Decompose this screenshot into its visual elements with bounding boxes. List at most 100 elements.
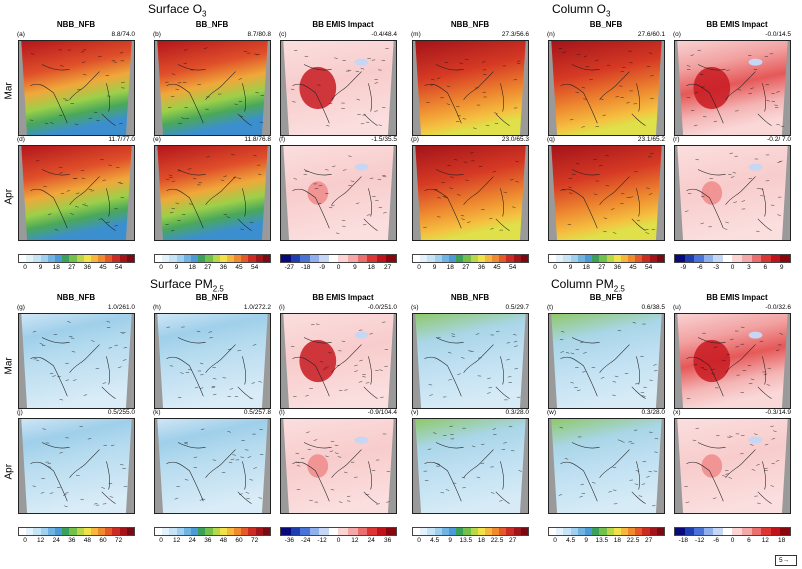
panel-letter: (s) — [411, 304, 419, 311]
panel-stat: -0.3/14.9 — [765, 409, 791, 416]
map-panel — [280, 418, 397, 514]
colorbar-swatch — [183, 528, 191, 535]
map-panel — [674, 40, 791, 136]
colorbar-swatch — [470, 255, 478, 262]
panel-letter: (t) — [547, 304, 554, 311]
colorbar-swatch — [319, 255, 329, 262]
colorbar-swatch — [226, 528, 235, 535]
colorbar-tick-label: 48 — [219, 537, 228, 544]
colorbar-swatch — [126, 528, 134, 535]
panel-stat: 0.5/257.8 — [243, 409, 271, 416]
colorbar-swatch — [290, 528, 301, 535]
colorbar-tick-label: 45 — [629, 264, 637, 271]
colorbar-tick-label: 45 — [493, 264, 501, 271]
col-title-bb-nfb: BB_NFB — [589, 20, 623, 29]
colorbar-swatch — [328, 528, 339, 535]
colorbar-swatch — [684, 528, 695, 535]
colorbar-swatch — [76, 255, 84, 262]
colorbar-swatch — [119, 528, 127, 535]
colorbar-ticks: 0 12 24 36 48 60 72 — [154, 537, 271, 545]
colorbar-tick-label: 36 — [204, 537, 212, 544]
col-title-bb-emis-impact: BB EMIS Impact — [312, 293, 374, 302]
panel-letter: (u) — [673, 304, 681, 311]
colorbar-swatch — [40, 255, 48, 262]
colorbar-swatch — [255, 528, 263, 535]
colorbar — [280, 254, 397, 263]
colorbar-tick-label: 12 — [761, 537, 769, 544]
section-title-surface-o3: Surface O3 — [148, 2, 207, 19]
colorbar-swatch — [19, 255, 27, 262]
colorbar-ticks: 0 9 18 27 36 45 54 — [18, 264, 135, 272]
colorbar-swatch — [62, 528, 70, 535]
colorbar — [548, 254, 665, 263]
colorbar-swatch — [376, 255, 387, 262]
colorbar-swatch — [563, 528, 571, 535]
colorbar-swatch — [338, 528, 349, 535]
colorbar-tick-label: 18 — [477, 537, 486, 544]
colorbar-swatch — [484, 255, 493, 262]
colorbar-tick-label: 0 — [417, 264, 421, 271]
colorbar-swatch — [577, 528, 585, 535]
colorbar-tick-label: -18 — [301, 264, 311, 271]
colorbar-ticks: -36 -24 -12 0 12 24 36 — [280, 537, 397, 545]
colorbar-swatch — [549, 255, 557, 262]
colorbar-tick-label: 48 — [83, 537, 92, 544]
map-panel — [18, 40, 135, 136]
colorbar-tick-label: 9 — [584, 537, 589, 544]
colorbar-tick-label: 6 — [763, 264, 768, 271]
colorbar-swatch — [205, 255, 213, 262]
colorbar-swatch — [33, 528, 41, 535]
colorbar-swatch — [732, 255, 743, 262]
colorbar-swatch — [83, 528, 91, 535]
colorbar-tick-label: 0 — [159, 537, 163, 544]
colorbar-tick-label: 0 — [336, 537, 341, 544]
colorbar-tick-label: 24 — [367, 537, 375, 544]
panel-stat: 0.5/255.0 — [107, 409, 135, 416]
colorbar-tick-label: 36 — [83, 264, 92, 271]
colorbar-swatch — [635, 528, 643, 535]
map-panel — [154, 418, 271, 514]
panel-stat: -0.0/14.5 — [765, 31, 791, 38]
colorbar-tick-label: 12 — [351, 537, 359, 544]
colorbar-swatch — [112, 255, 120, 262]
colorbar-tick-label: 9 — [353, 264, 357, 271]
colorbar — [18, 527, 135, 536]
colorbar-swatch — [492, 528, 500, 535]
colorbar-swatch — [456, 528, 464, 535]
colorbar-swatch — [761, 528, 771, 535]
map-panel — [18, 313, 135, 409]
colorbar-swatch — [513, 255, 521, 262]
panel-letter: (k) — [153, 409, 161, 416]
colorbar-swatch — [348, 528, 358, 535]
colorbar-swatch — [649, 528, 657, 535]
colorbar-swatch — [413, 255, 421, 262]
colorbar-tick-label: 27 — [68, 264, 76, 271]
colorbar-tick-label: 0 — [417, 537, 421, 544]
colorbar-swatch — [713, 528, 723, 535]
colorbar-swatch — [470, 528, 478, 535]
colorbar-swatch — [599, 528, 607, 535]
map-panel — [412, 313, 529, 409]
panel-stat: -0.9/104.4 — [367, 409, 397, 416]
colorbar-tick-label: 54 — [508, 264, 517, 271]
colorbar-tick-label: 54 — [114, 264, 123, 271]
map-panel — [548, 40, 665, 136]
colorbar-swatch — [54, 255, 63, 262]
colorbar-swatch — [420, 528, 428, 535]
map-panel — [674, 145, 791, 241]
section-title-surface-pm25: Surface PM2.5 — [150, 277, 224, 294]
panel-stat: -0.2/ 7.0 — [767, 136, 791, 143]
colorbar-swatch — [47, 255, 55, 262]
panel-stat: 11.8/76.8 — [244, 136, 271, 143]
colorbar-tick-label: 12 — [36, 537, 45, 544]
colorbar-swatch — [694, 528, 704, 535]
map-panel — [548, 313, 665, 409]
col-title-bb-emis-impact: BB EMIS Impact — [706, 20, 768, 29]
colorbar-ticks: 0 4.5 9 13.5 18 22.5 27 — [548, 537, 665, 545]
colorbar-swatch — [751, 255, 762, 262]
colorbar-swatch — [751, 528, 762, 535]
colorbar-swatch — [234, 255, 242, 262]
colorbar-swatch — [386, 528, 396, 535]
colorbar-swatch — [606, 528, 614, 535]
colorbar-tick-label: -12 — [695, 537, 705, 544]
